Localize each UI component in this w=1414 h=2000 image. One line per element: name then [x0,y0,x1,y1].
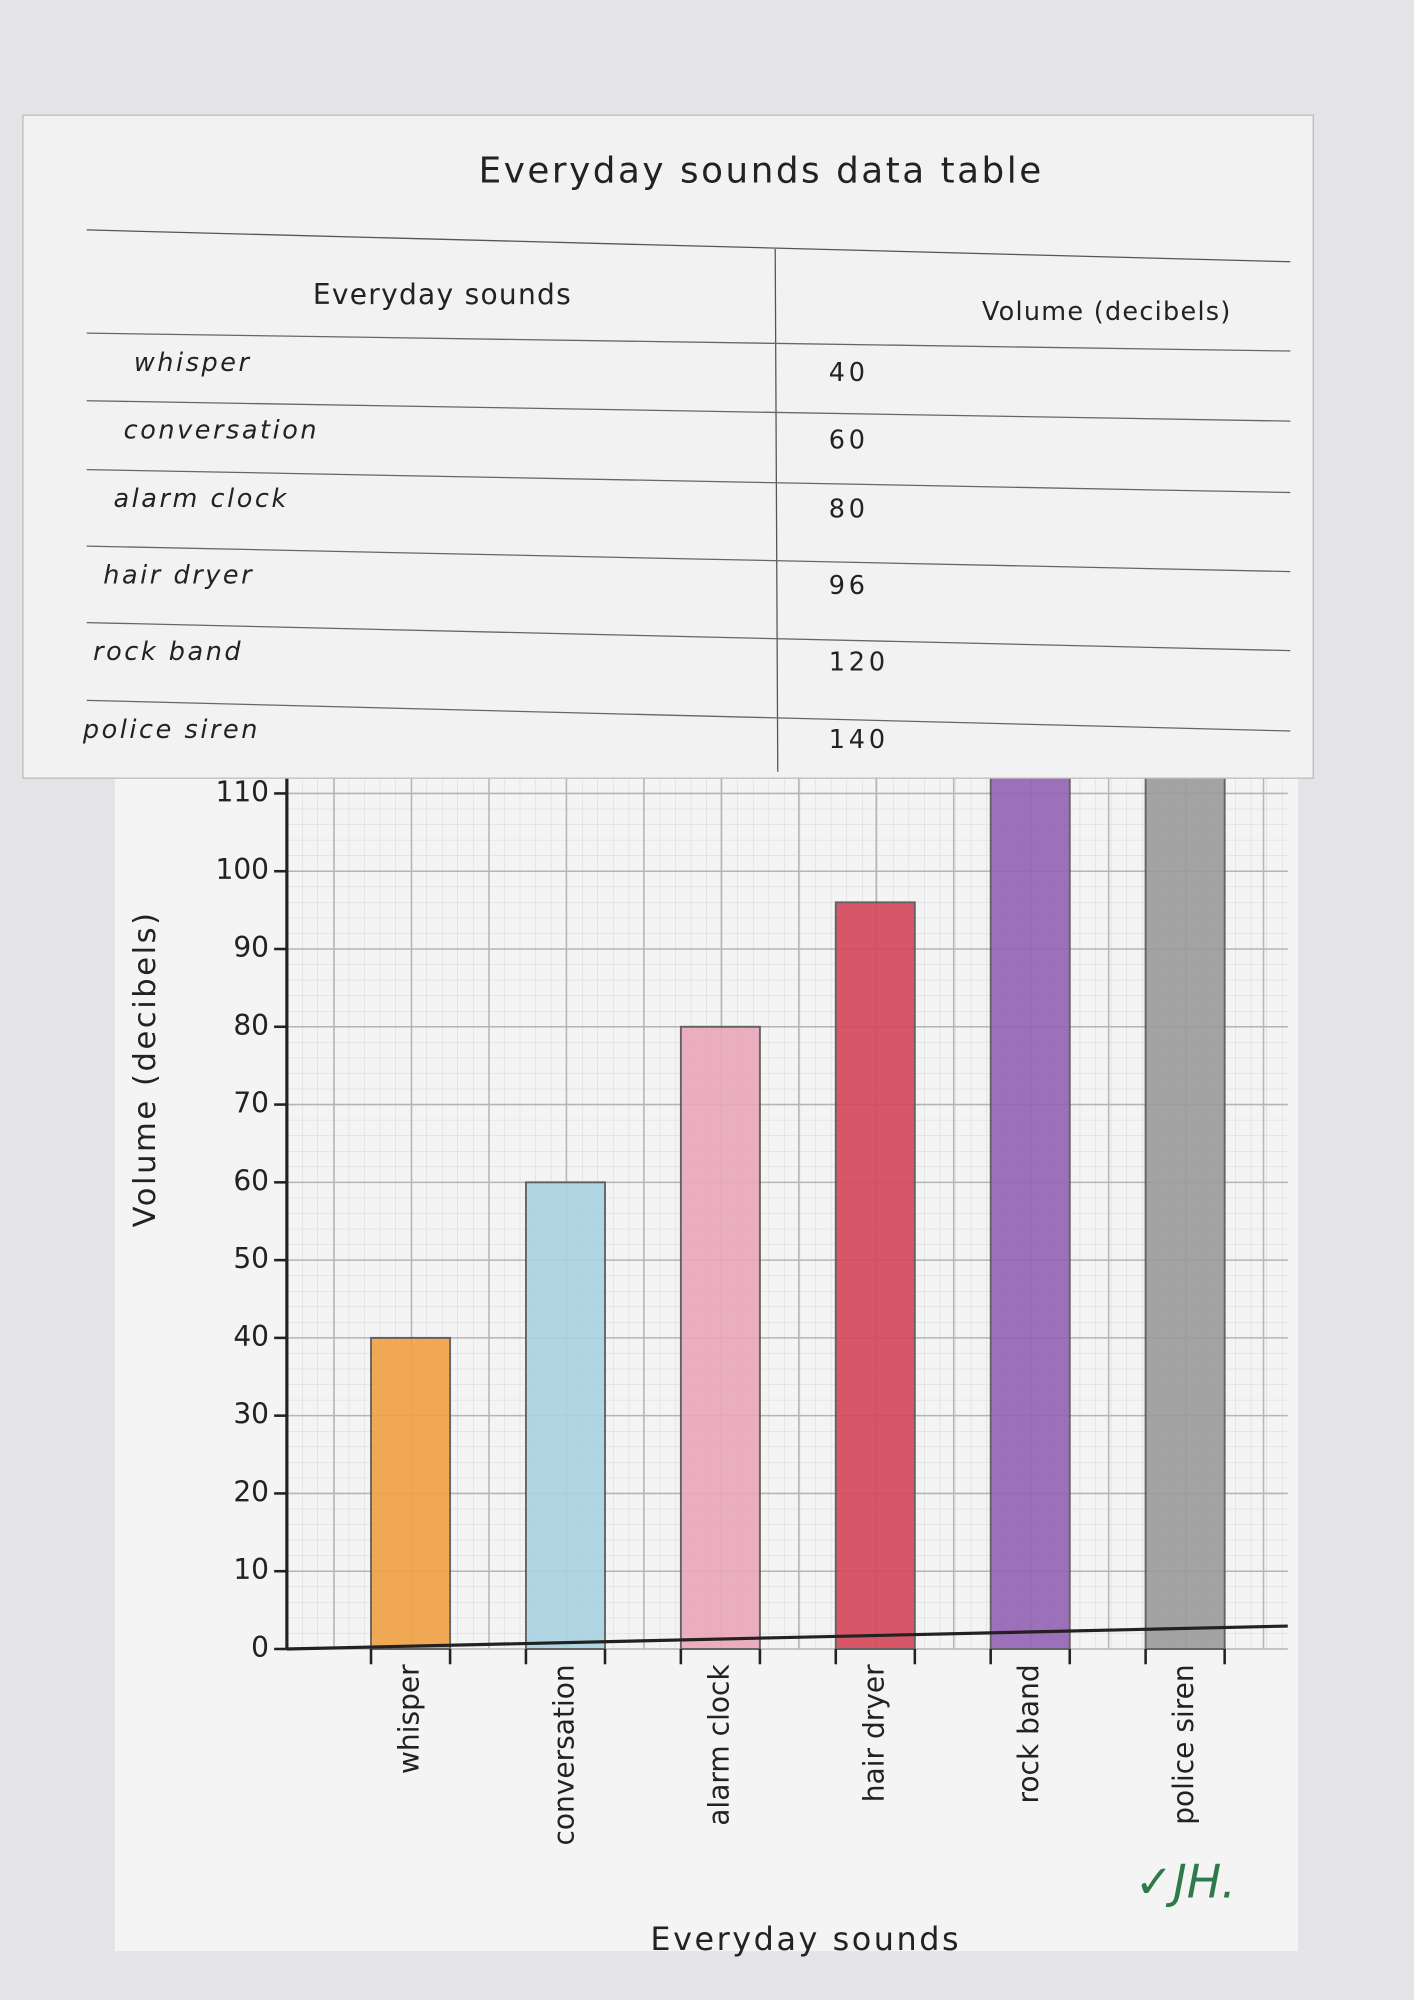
y-tick-label: 40 [233,1320,269,1353]
bar [1144,774,1226,1650]
table-rule [86,400,1291,422]
table-cell: 120 [829,647,889,677]
table-header: Everyday sounds [313,278,572,311]
y-tick-label: 50 [233,1242,269,1275]
bar [370,1336,452,1650]
table-cell: 96 [829,571,869,601]
x-tick-label: police siren [1167,1664,1200,1825]
table-rule [86,468,1291,494]
bar [679,1025,761,1650]
table-cell: hair dryer [103,561,254,591]
y-tick-label: 30 [233,1398,269,1431]
x-tick-label: whisper [393,1664,426,1774]
x-axis [286,1624,1288,1651]
y-axis-label: Volume (decibels) [128,910,163,1227]
table-cell: conversation [124,415,319,445]
minor-grid [286,774,1288,1649]
y-tick-label: 100 [215,853,269,886]
table-cell: 140 [829,725,889,755]
bar [524,1181,606,1650]
table-cell: whisper [134,348,252,378]
y-tick-label: 80 [233,1009,269,1042]
table-title: Everyday sounds data table [479,151,1044,192]
bar [989,774,1071,1650]
teacher-mark: ✓JH. [1135,1854,1236,1908]
y-tick-label: 60 [233,1164,269,1197]
y-tick-label: 20 [233,1475,269,1508]
data-table: Everyday sounds data table Everyday soun… [22,114,1314,779]
x-tick-label: conversation [547,1664,580,1845]
x-axis-label: Everyday sounds [650,1920,961,1958]
table-rule [774,249,779,772]
table-rule [86,229,1291,263]
y-tick-label: 10 [233,1553,269,1586]
table-header: Volume (decibels) [982,297,1232,327]
y-tick-label: 110 [215,775,269,808]
table-cell: 40 [829,358,869,388]
table-cell: police siren [82,715,260,745]
table-cell: 60 [829,426,869,456]
y-tick-label: 90 [233,931,269,964]
table-rule [86,332,1291,352]
table-cell: 80 [829,494,869,524]
table-rule [86,699,1291,732]
x-tick-label: hair dryer [857,1664,890,1802]
y-tick-label: 70 [233,1087,269,1120]
x-tick-label: alarm clock [702,1664,735,1826]
x-tick-label: rock band [1012,1664,1045,1803]
table-sheet [22,114,1314,779]
y-tick-label: 0 [251,1631,269,1664]
table-cell: rock band [93,637,243,667]
chart: 0 10 20 30 40 50 60 70 80 90 100 110 whisper conversa… [128,774,1288,1958]
table-rule [86,545,1291,573]
bars [370,774,1226,1650]
bar [834,901,916,1650]
table-cell: alarm clock [113,484,288,514]
table-rule [86,621,1291,652]
